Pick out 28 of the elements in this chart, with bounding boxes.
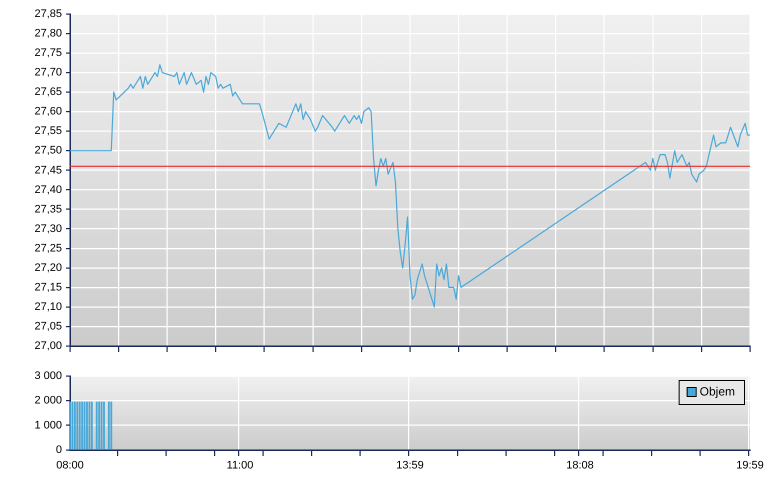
legend-label: Objem	[700, 384, 736, 398]
y-tick-label: 27,55	[34, 125, 62, 138]
y-tick-label: 27,85	[34, 8, 62, 20]
y-tick-label: 27,60	[34, 106, 62, 118]
x-tick-label: 08:00	[56, 460, 84, 472]
y-tick-label: 27,25	[34, 242, 62, 254]
y-tick-label: 2 000	[34, 394, 62, 407]
x-tick-label: 13:59	[396, 460, 424, 472]
x-tick-label: 19:59	[736, 460, 764, 472]
y-tick-label: 0	[56, 444, 62, 456]
y-tick-label: 27,30	[34, 222, 62, 235]
y-tick-label: 3 000	[34, 370, 62, 382]
y-tick-label: 27,00	[34, 340, 62, 352]
y-tick-label: 27,70	[34, 66, 62, 79]
y-tick-label: 27,35	[34, 203, 62, 216]
y-tick-label: 27,45	[34, 164, 62, 176]
y-tick-label: 1 000	[34, 419, 62, 432]
y-tick-label: 27,80	[34, 28, 62, 40]
x-tick-label: 11:00	[226, 460, 254, 472]
y-tick-label: 27,10	[34, 300, 62, 313]
y-tick-label: 27,65	[34, 86, 62, 98]
y-tick-label: 27,20	[34, 262, 62, 274]
y-tick-label: 27,50	[34, 144, 62, 157]
y-tick-label: 27,40	[34, 184, 62, 196]
x-tick-label: 18:08	[566, 460, 594, 472]
y-tick-label: 27,05	[34, 320, 62, 332]
y-tick-label: 27,75	[34, 47, 62, 60]
y-tick-label: 27,15	[34, 281, 62, 294]
